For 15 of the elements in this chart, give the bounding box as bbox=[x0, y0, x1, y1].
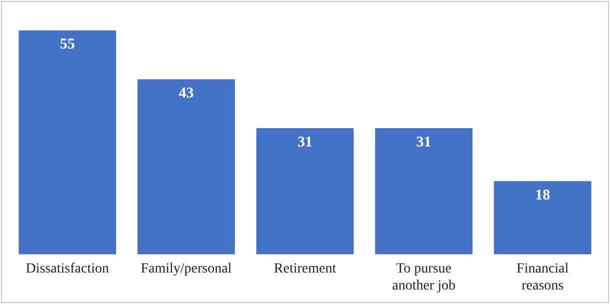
data-label: 31 bbox=[416, 134, 432, 150]
bar bbox=[375, 128, 473, 254]
x-tick-label: Family/personal bbox=[140, 261, 232, 276]
bar bbox=[137, 79, 235, 254]
bar bbox=[256, 128, 354, 254]
data-label: 31 bbox=[298, 134, 312, 150]
x-tick-label: Financial reasons bbox=[516, 261, 569, 294]
data-label: 18 bbox=[535, 187, 550, 204]
x-tick-label: To pursue another job bbox=[392, 261, 456, 294]
data-label: 43 bbox=[178, 86, 194, 102]
bar bbox=[494, 181, 592, 254]
x-tick-label: Dissatisfaction bbox=[26, 261, 110, 276]
bar bbox=[18, 30, 116, 254]
data-label: 55 bbox=[60, 36, 75, 53]
x-tick-label: Retirement bbox=[274, 261, 336, 276]
